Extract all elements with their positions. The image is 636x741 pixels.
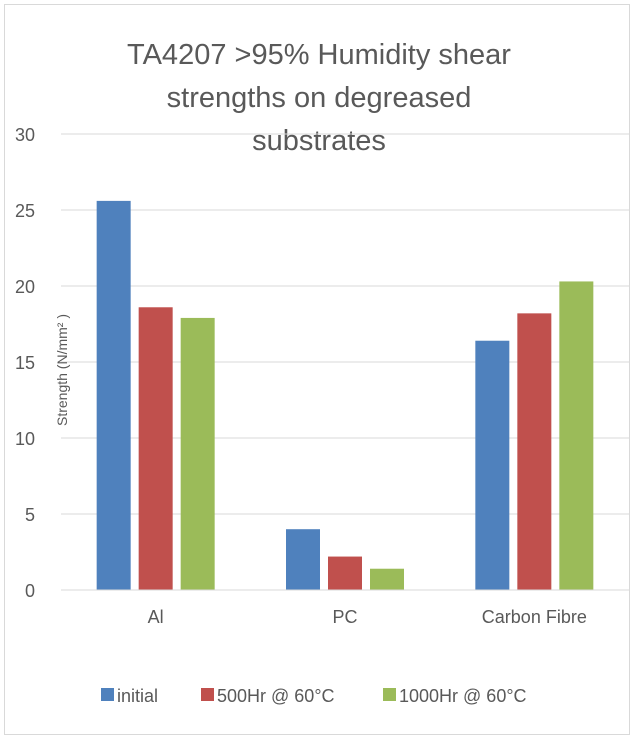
legend: initial 500Hr @ 60°C 1000Hr @ 60°C [101, 686, 527, 706]
bar [180, 317, 215, 590]
legend-swatch [101, 688, 114, 701]
y-tick-label: 15 [15, 353, 35, 373]
y-tick-label: 30 [15, 125, 35, 145]
bar-chart: TA4207 >95% Humidity shear strengths on … [15, 39, 629, 706]
legend-label: 1000Hr @ 60°C [399, 686, 527, 706]
y-tick-label: 0 [25, 581, 35, 601]
chart-title-line: substrates [252, 125, 386, 157]
legend-swatch [383, 688, 396, 701]
chart-area: TA4207 >95% Humidity shear strengths on … [4, 4, 630, 735]
legend-label: 500Hr @ 60°C [217, 686, 335, 706]
bar [559, 281, 594, 590]
y-tick-label: 20 [15, 277, 35, 297]
bar [475, 340, 510, 590]
chart-title-line: strengths on degreased [167, 82, 472, 114]
chart-title-line: TA4207 >95% Humidity shear [127, 39, 511, 71]
bar [286, 529, 320, 590]
chart-title: TA4207 >95% Humidity shear strengths on … [127, 39, 511, 157]
bar [96, 200, 131, 590]
y-axis-label: Strength (N/mm² ) [54, 314, 70, 426]
legend-label: initial [117, 686, 158, 706]
bar [517, 313, 552, 590]
bar [370, 568, 404, 590]
legend-swatch [201, 688, 214, 701]
x-category-label: Carbon Fibre [482, 607, 587, 627]
x-category-label: Al [148, 607, 164, 627]
bars [96, 200, 594, 590]
x-axis-categories: Al PC Carbon Fibre [148, 607, 587, 627]
y-tick-label: 10 [15, 429, 35, 449]
y-tick-label: 5 [25, 505, 35, 525]
y-tick-label: 25 [15, 201, 35, 221]
bar [328, 556, 362, 590]
bar [138, 307, 173, 590]
x-category-label: PC [332, 607, 357, 627]
y-axis-ticks: 0 5 10 15 20 25 30 [15, 125, 35, 601]
